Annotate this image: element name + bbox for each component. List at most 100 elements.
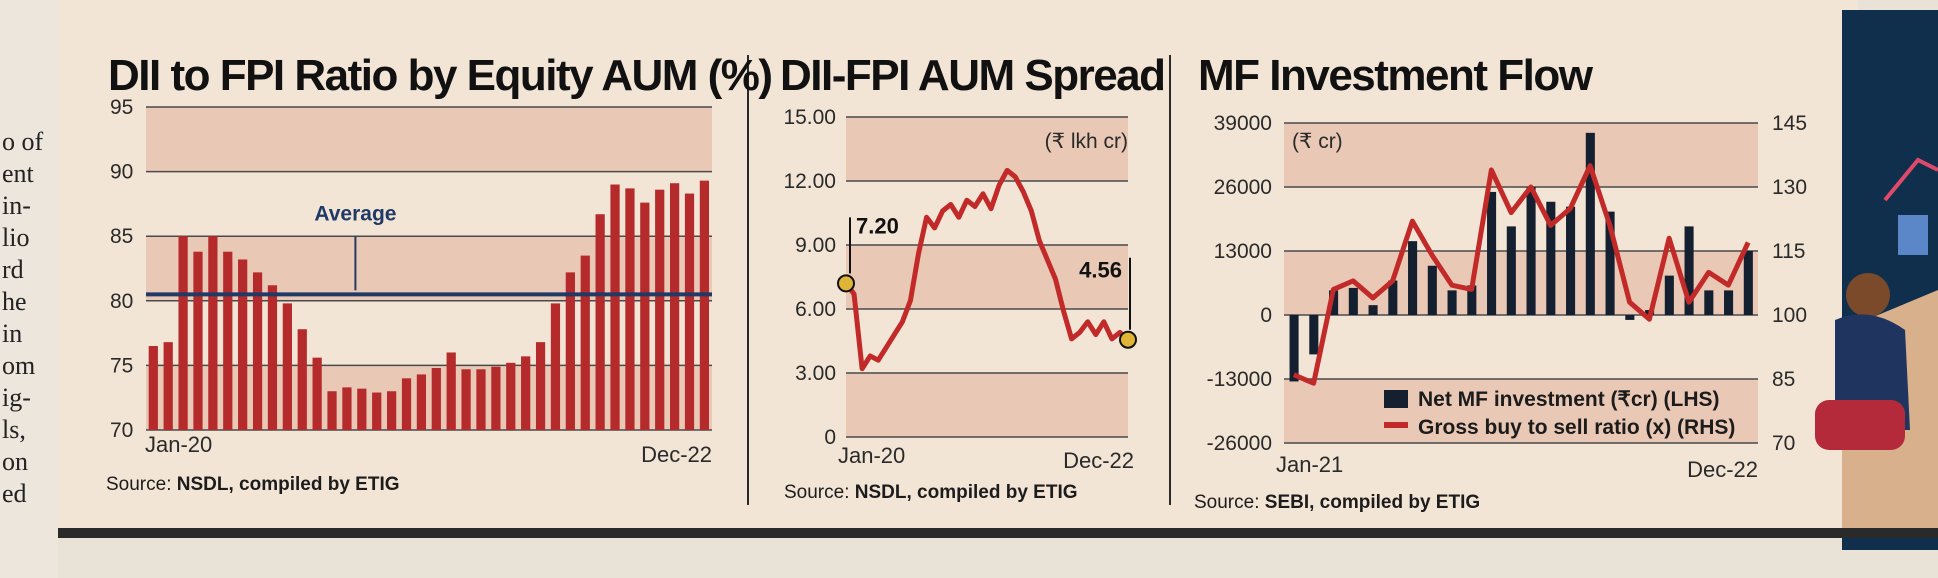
chart3-y-tick-right: 115: [1772, 240, 1805, 263]
chart1-bar: [491, 366, 501, 430]
chart3-y-tick-left: 39000: [1214, 112, 1272, 135]
chart1-bar: [446, 352, 456, 430]
chart1-bar: [282, 303, 292, 430]
chart1-bar: [565, 272, 575, 430]
chart1-y-tick: 75: [110, 354, 133, 377]
chart3-y-axis-right: 145 130 115 100 85 70: [1772, 112, 1807, 455]
side-text-fragment: ent: [2, 159, 35, 188]
left-text-column: [0, 0, 58, 578]
chart1-x-end: Dec-22: [641, 442, 712, 467]
chart1-bar: [327, 391, 337, 430]
chart1-bar: [580, 255, 590, 430]
illustration-chair: [1815, 400, 1905, 450]
chart3-source-prefix: Source:: [1194, 492, 1265, 513]
chart2-x-end: Dec-22: [1063, 448, 1134, 473]
chart3-source-body: SEBI, compiled by ETIG: [1265, 492, 1480, 513]
chart-mf-flow: MF Investment Flow 39000 26000 13000 0 -1300…: [1194, 51, 1807, 513]
chart1-bar: [401, 378, 412, 430]
chart1-bar: [595, 214, 605, 430]
chart3-bar: [1427, 265, 1437, 315]
chart2-source: Source: NSDL, compiled by ETIG: [784, 482, 1078, 503]
chart2-annotations: 7.20 4.56: [837, 213, 1137, 349]
illustration-trend-line: [1883, 157, 1938, 202]
chart1-bar: [550, 303, 561, 430]
chart1-bar: [386, 391, 397, 430]
legend-swatch-ratio: [1384, 422, 1408, 428]
chart3-bar: [1724, 290, 1734, 315]
chart1-bar: [357, 388, 367, 430]
chart1-source: Source: NSDL, compiled by ETIG: [106, 474, 400, 495]
chart1-bar: [655, 189, 665, 430]
chart2-y-tick: 3.00: [795, 362, 836, 385]
chart1-source-body: NSDL, compiled by ETIG: [177, 474, 400, 495]
average-label: Average: [314, 202, 396, 225]
chart3-bar: [1289, 315, 1299, 382]
chart3-title: MF Investment Flow: [1198, 51, 1594, 100]
chart1-bar: [372, 392, 382, 430]
chart3-x-end: Dec-22: [1687, 457, 1758, 482]
chart1-bar: [640, 202, 650, 430]
chart1-bar: [312, 357, 322, 430]
chart3-bar: [1526, 187, 1536, 315]
chart1-y-axis: 95 90 85 80 75 70: [110, 96, 133, 442]
chart3-y-tick-right: 130: [1772, 176, 1807, 199]
chart2-y-tick: 15.00: [783, 106, 836, 129]
chart3-y-tick-right: 145: [1772, 112, 1807, 135]
chart3-legend: Net MF investment (₹cr) (LHS) Gross buy …: [1384, 388, 1735, 439]
legend-label-net-mf: Net MF investment (₹cr) (LHS): [1418, 388, 1720, 411]
chart-aum-spread: DII-FPI AUM Spread 15.00 12.00 9.00 6.00 3.0…: [780, 51, 1166, 503]
chart1-title: DII to FPI Ratio by Equity AUM (%): [108, 51, 772, 100]
chart1-bar: [699, 180, 710, 430]
chart1-bar: [684, 193, 695, 430]
chart1-bar: [416, 374, 427, 430]
chart3-bar: [1368, 305, 1378, 315]
chart1-bar: [431, 367, 441, 430]
side-text-fragment: rd: [2, 255, 24, 284]
chart3-bar: [1585, 132, 1595, 315]
end-marker: [1119, 330, 1137, 349]
chart3-bar: [1467, 285, 1477, 315]
chart1-bar: [506, 362, 516, 430]
chart3-band: [1284, 379, 1758, 443]
chart1-bars: [148, 180, 710, 430]
chart3-bar: [1566, 206, 1576, 315]
chart1-source-prefix: Source:: [106, 474, 177, 495]
side-text-column: o of ent in-lio rd he in om ig-ls, on ed: [2, 127, 44, 508]
chart1-bar: [342, 387, 352, 430]
chart3-y-tick-right: 70: [1772, 432, 1795, 455]
chart3-y-tick-left: -13000: [1207, 368, 1272, 391]
chart3-bar: [1329, 290, 1339, 315]
side-text-fragment: he: [2, 287, 27, 316]
chart1-y-tick: 85: [110, 225, 133, 248]
chart3-bars: [1289, 132, 1753, 382]
chart3-bar: [1625, 315, 1635, 320]
chart1-bar: [535, 342, 546, 430]
chart3-y-tick-left: 26000: [1214, 176, 1272, 199]
chart1-bar: [163, 342, 173, 430]
start-marker: [837, 274, 855, 293]
chart3-bar: [1309, 315, 1319, 355]
chart3-bar: [1684, 226, 1694, 315]
chart3-bar: [1447, 290, 1457, 315]
chart1-bar: [148, 346, 158, 430]
side-text-fragment: in: [2, 319, 22, 348]
chart1-bar: [208, 236, 218, 430]
chart3-band: [1284, 251, 1758, 315]
chart2-spread-line: [844, 167, 1130, 372]
chart1-bar: [178, 236, 188, 430]
chart2-title: DII-FPI AUM Spread: [780, 51, 1165, 100]
chart3-source: Source: SEBI, compiled by ETIG: [1194, 492, 1480, 513]
chart-dii-fpi-ratio: DII to FPI Ratio by Equity AUM (%) 95 90 8…: [106, 51, 773, 495]
chart3-y-tick-left: 0: [1260, 304, 1272, 327]
side-text-fragment: ed: [2, 479, 27, 508]
chart3-x-start: Jan-21: [1276, 452, 1343, 477]
side-text-fragment: ls,: [2, 415, 26, 444]
chart1-average: Average: [146, 202, 712, 297]
chart1-bar: [193, 251, 203, 430]
chart2-unit: (₹ lkh cr): [1045, 130, 1128, 153]
bottom-rule: [58, 528, 1938, 538]
illustration-person-head: [1846, 273, 1890, 317]
chart2-line-series: [844, 167, 1130, 372]
